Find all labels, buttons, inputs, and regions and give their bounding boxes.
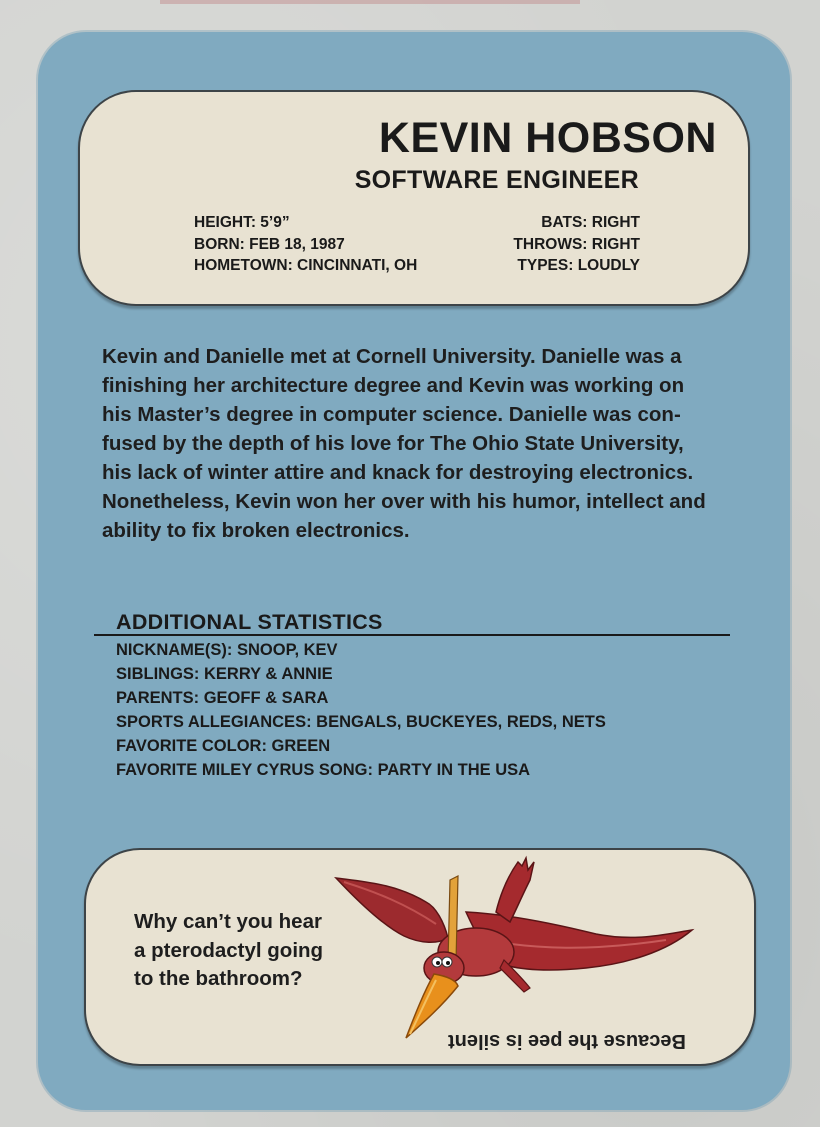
pterodactyl-illustration bbox=[334, 855, 695, 1039]
header-panel bbox=[78, 90, 750, 306]
stat-types: TYPES: LOUDLY bbox=[517, 257, 640, 275]
stat-sports: SPORTS ALLEGIANCES: BENGALS, BUCKEYES, R… bbox=[116, 713, 606, 731]
stats-left: HEIGHT: 5’9” BORN: FEB 18, 1987 HOMETOWN… bbox=[194, 212, 417, 277]
additional-stats-list: NICKNAME(S): SNOOP, KEV SIBLINGS: KERRY … bbox=[116, 638, 606, 782]
stat-nickname: NICKNAME(S): SNOOP, KEV bbox=[116, 641, 338, 659]
heading-divider bbox=[94, 634, 730, 636]
player-name: KEVIN HOBSON bbox=[378, 114, 717, 162]
bio-line: Kevin and Danielle met at Cornell Univer… bbox=[102, 345, 682, 368]
stats-right: BATS: RIGHT THROWS: RIGHT TYPES: LOUDLY bbox=[513, 212, 640, 277]
bio-line: his lack of winter attire and knack for … bbox=[102, 461, 694, 484]
stat-bats: BATS: RIGHT bbox=[541, 214, 640, 231]
bio-line: fused by the depth of his love for The O… bbox=[102, 432, 684, 455]
additional-stats-heading: ADDITIONAL STATISTICS bbox=[116, 610, 383, 634]
player-title: SOFTWARE ENGINEER bbox=[354, 166, 639, 194]
stat-throws: THROWS: RIGHT bbox=[513, 235, 640, 253]
bio-paragraph: Kevin and Danielle met at Cornell Univer… bbox=[102, 342, 762, 545]
bio-line: ability to fix broken electronics. bbox=[102, 519, 410, 542]
joke-question-line: Why can’t you hear bbox=[134, 910, 322, 933]
stat-hometown: HOMETOWN: CINCINNATI, OH bbox=[194, 257, 418, 275]
stat-born: BORN: FEB 18, 1987 bbox=[194, 235, 345, 253]
bio-line: finishing her architecture degree and Ke… bbox=[102, 374, 685, 397]
joke-question-line: to the bathroom? bbox=[134, 967, 303, 990]
bio-line: his Master’s degree in computer science.… bbox=[102, 403, 681, 426]
bio-line: Nonetheless, Kevin won her over with his… bbox=[102, 490, 706, 513]
joke-question: Why can’t you hear a pterodactyl going t… bbox=[134, 908, 364, 994]
joke-answer-upside-down: Because the pee is silent bbox=[448, 1030, 686, 1052]
stat-siblings: SIBLINGS: KERRY & ANNIE bbox=[116, 665, 333, 683]
top-edge-strip bbox=[160, 0, 580, 4]
stat-song: FAVORITE MILEY CYRUS SONG: PARTY IN THE … bbox=[116, 761, 531, 779]
stat-parents: PARENTS: GEOFF & SARA bbox=[116, 689, 329, 707]
joke-question-line: a pterodactyl going bbox=[134, 938, 324, 962]
stat-height: HEIGHT: 5’9” bbox=[194, 214, 290, 231]
joke-panel bbox=[84, 848, 756, 1066]
stat-color: FAVORITE COLOR: GREEN bbox=[116, 737, 331, 755]
